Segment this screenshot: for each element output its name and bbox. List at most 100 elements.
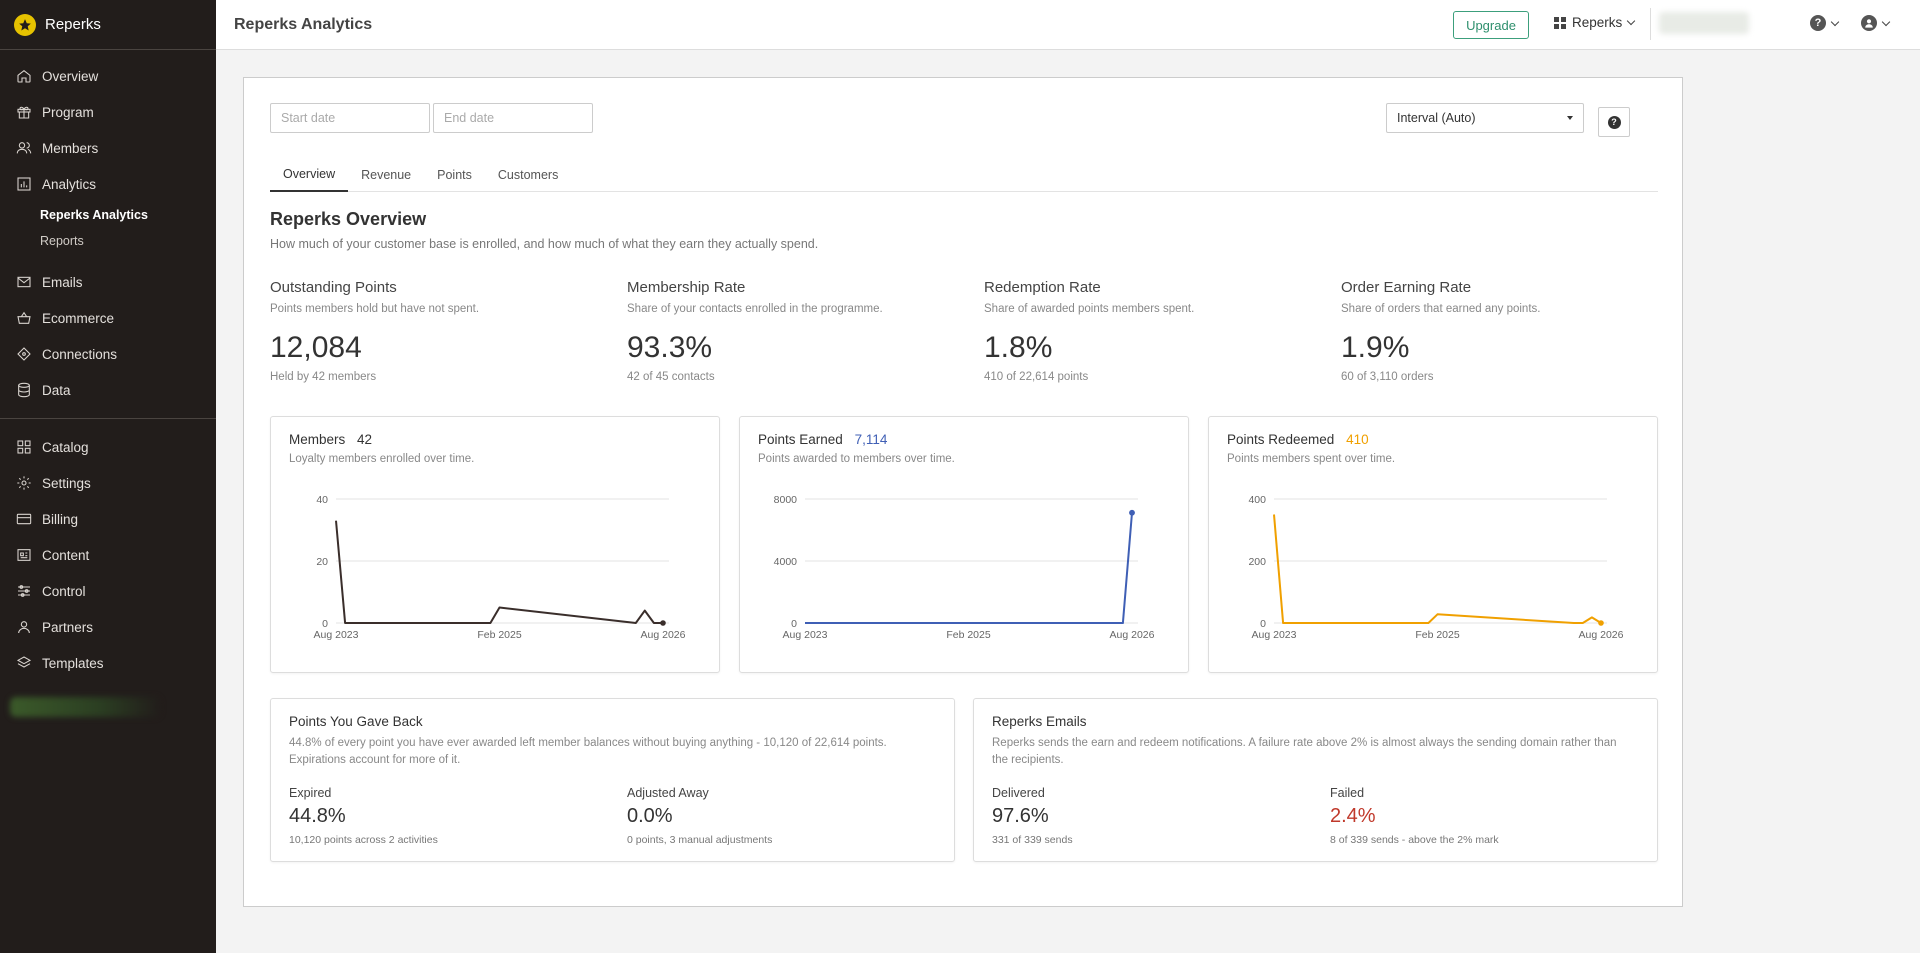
upgrade-button[interactable]: Upgrade bbox=[1453, 11, 1529, 39]
chart-card-title: Points Earned bbox=[758, 432, 843, 447]
sidebar-sub-reports[interactable]: Reports bbox=[40, 234, 84, 248]
interval-select[interactable]: Interval (Auto) bbox=[1386, 103, 1584, 133]
start-date-input[interactable] bbox=[270, 103, 430, 133]
y-tick-label: 20 bbox=[316, 556, 328, 568]
series-line bbox=[805, 512, 1133, 624]
stat-label: Adjusted Away bbox=[627, 786, 709, 800]
interval-value: Interval (Auto) bbox=[1397, 111, 1476, 125]
x-tick-label: Feb 2025 bbox=[477, 629, 522, 641]
data-point-peak bbox=[1129, 509, 1135, 516]
help-menu[interactable]: ? bbox=[1810, 15, 1840, 31]
sidebar-item-emails[interactable]: Emails bbox=[0, 264, 216, 300]
tab-revenue[interactable]: Revenue bbox=[361, 168, 412, 182]
sidebar-item-control[interactable]: Control bbox=[0, 573, 216, 609]
help-icon: ? bbox=[1810, 15, 1826, 31]
tab-customers[interactable]: Customers bbox=[497, 168, 559, 182]
help-button[interactable]: ? bbox=[1598, 107, 1630, 137]
sidebar-item-connections[interactable]: Connections bbox=[0, 336, 216, 372]
kpi-value: 93.3% bbox=[627, 331, 713, 364]
sidebar-item-templates[interactable]: Templates bbox=[0, 645, 216, 681]
reperks-emails-card: Reperks Emails Reperks sends the earn an… bbox=[973, 698, 1658, 862]
gift-icon bbox=[17, 106, 31, 119]
members-line-chart: 0 20 40 Aug 2023 Feb 2025 Aug 2026 bbox=[314, 494, 686, 641]
brand[interactable]: Reperks bbox=[0, 0, 216, 50]
card-title: Points You Gave Back bbox=[289, 714, 423, 729]
sidebar-item-content[interactable]: Content bbox=[0, 537, 216, 573]
x-tick-label: Aug 2023 bbox=[783, 629, 828, 641]
x-tick-label: Aug 2023 bbox=[1252, 629, 1297, 641]
kpi-membership-rate: Membership Rate Share of your contacts e… bbox=[627, 279, 967, 383]
sidebar-item-label: Analytics bbox=[42, 176, 97, 192]
y-tick-label: 4000 bbox=[774, 556, 798, 568]
sidebar-item-program[interactable]: Program bbox=[0, 94, 216, 130]
sidebar-item-members[interactable]: Members bbox=[0, 130, 216, 166]
y-tick-label: 8000 bbox=[774, 494, 798, 506]
kpi-redemption-rate: Redemption Rate Share of awarded points … bbox=[984, 279, 1324, 383]
sidebar-item-label: Overview bbox=[42, 68, 99, 84]
series-line bbox=[335, 520, 663, 624]
sidebar-item-catalog[interactable]: Catalog bbox=[0, 429, 216, 465]
grid-icon bbox=[17, 440, 31, 454]
chart-card-title: Members bbox=[289, 432, 346, 447]
connections-icon bbox=[17, 347, 31, 361]
basket-icon bbox=[17, 311, 31, 324]
chart-card-description: Points awarded to members over time. bbox=[758, 453, 955, 465]
header-divider bbox=[1650, 8, 1651, 40]
brand-name: Reperks bbox=[45, 16, 101, 33]
redacted-user-info bbox=[1659, 12, 1749, 34]
data-point bbox=[1598, 620, 1604, 626]
tab-overview[interactable]: Overview bbox=[270, 158, 349, 192]
card-description: Reperks sends the earn and redeem notifi… bbox=[992, 737, 1617, 766]
star-logo-icon bbox=[14, 13, 36, 36]
data-point bbox=[660, 620, 666, 626]
sidebar-item-ecommerce[interactable]: Ecommerce bbox=[0, 300, 216, 336]
kpi-description: Share of orders that earned any points. bbox=[1341, 303, 1541, 315]
chart-card-description: Points members spent over time. bbox=[1227, 453, 1396, 465]
sidebar-item-label: Emails bbox=[42, 274, 83, 290]
kpi-value: 1.9% bbox=[1341, 331, 1410, 364]
tab-points[interactable]: Points bbox=[437, 168, 472, 182]
sidebar-item-billing[interactable]: Billing bbox=[0, 501, 216, 537]
redacted-sidebar-bar bbox=[10, 697, 160, 717]
x-tick-label: Feb 2025 bbox=[946, 629, 991, 641]
workspace-label: Reperks bbox=[1572, 15, 1623, 30]
kpi-value: 12,084 bbox=[270, 331, 362, 364]
workspace-switcher[interactable]: Reperks bbox=[1554, 15, 1636, 30]
chart-card-heading: Members 42 bbox=[289, 432, 372, 447]
stat-footnote: 8 of 339 sends - above the 2% mark bbox=[1330, 834, 1499, 846]
sidebar-item-partners[interactable]: Partners bbox=[0, 609, 216, 645]
sidebar-item-analytics[interactable]: Analytics bbox=[0, 166, 216, 202]
chart-card-heading: Points Earned 7,114 bbox=[758, 432, 887, 447]
sidebar-item-settings[interactable]: Settings bbox=[0, 465, 216, 501]
y-tick-label: 0 bbox=[1260, 618, 1266, 630]
sidebar-item-overview[interactable]: Overview bbox=[0, 58, 216, 94]
stat-expired: Expired 44.8% 10,120 points across 2 act… bbox=[289, 786, 438, 846]
kpi-value: 1.8% bbox=[984, 331, 1053, 364]
mail-icon bbox=[17, 276, 31, 288]
account-menu[interactable] bbox=[1861, 15, 1891, 31]
stat-footnote: 0 points, 3 manual adjustments bbox=[627, 834, 773, 846]
sidebar-item-data[interactable]: Data bbox=[0, 372, 216, 408]
kpi-order-earning-rate: Order Earning Rate Share of orders that … bbox=[1341, 279, 1681, 383]
chevron-down-icon bbox=[1627, 16, 1636, 26]
sidebar-item-label: Templates bbox=[42, 655, 104, 671]
sidebar: Reperks Overview Program Members Analyti… bbox=[0, 0, 216, 953]
stat-footnote: 331 of 339 sends bbox=[992, 834, 1073, 846]
kpi-footnote: Held by 42 members bbox=[270, 371, 377, 383]
home-icon bbox=[17, 69, 31, 83]
sidebar-item-label: Control bbox=[42, 583, 86, 599]
kpi-title: Redemption Rate bbox=[984, 279, 1101, 296]
stat-value: 2.4% bbox=[1330, 805, 1376, 827]
sidebar-sub-reperks-analytics[interactable]: Reperks Analytics bbox=[40, 208, 148, 222]
y-tick-label: 0 bbox=[322, 618, 328, 630]
database-icon bbox=[18, 382, 30, 398]
apps-grid-icon bbox=[1554, 16, 1566, 29]
sidebar-item-label: Partners bbox=[42, 619, 94, 635]
kpi-title: Membership Rate bbox=[627, 279, 746, 296]
chart-card-count: 7,114 bbox=[854, 432, 888, 447]
x-tick-label: Aug 2026 bbox=[1579, 629, 1624, 641]
chart-card-heading: Points Redeemed 410 bbox=[1227, 432, 1369, 447]
end-date-input[interactable] bbox=[433, 103, 593, 133]
page-title: Reperks Analytics bbox=[234, 15, 373, 33]
kpi-description: Points members hold but have not spent. bbox=[270, 303, 480, 315]
